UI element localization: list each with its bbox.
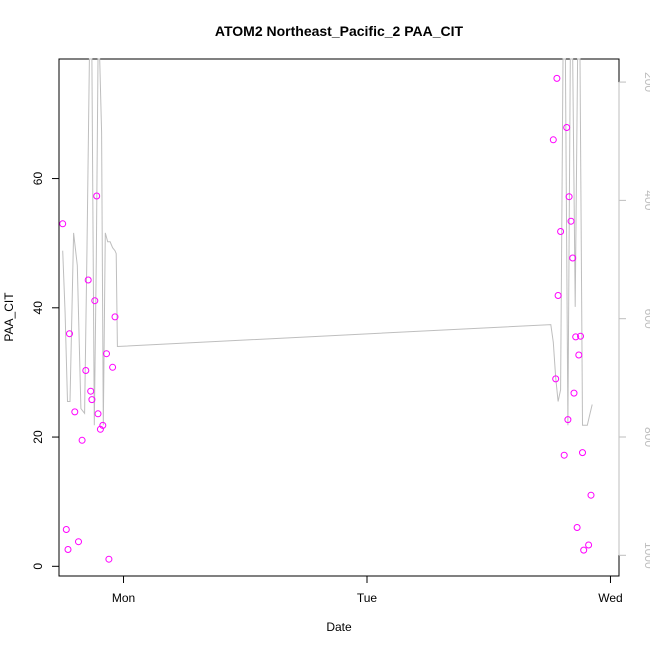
altitude-line [62, 58, 593, 426]
y-tick-label: 60 [31, 172, 45, 186]
data-point [84, 276, 92, 284]
data-point [552, 375, 560, 383]
y-tick-label: 40 [31, 301, 45, 315]
data-point [557, 228, 565, 235]
altitude-line-layer [62, 58, 593, 426]
data-point [71, 408, 79, 416]
data-point [64, 546, 72, 553]
data-point [103, 350, 110, 358]
x-tick-label: Tue [357, 591, 378, 605]
x-tick-label: Mon [112, 591, 135, 605]
data-point [585, 541, 593, 549]
data-point [75, 538, 82, 546]
data-point [587, 491, 595, 499]
data-point [91, 297, 99, 305]
data-point [573, 524, 581, 531]
y2-tick-label: 1000 [642, 542, 650, 569]
data-point [570, 389, 578, 397]
y-axis: 0 20 40 60 [31, 172, 60, 570]
data-point [565, 193, 573, 201]
data-point [78, 436, 86, 444]
data-point [66, 330, 73, 338]
data-point [105, 555, 113, 563]
data-point [554, 292, 562, 299]
data-point [563, 124, 571, 131]
data-point [549, 136, 557, 144]
secondary-y-axis: 200 400 600 800 1000 [618, 72, 650, 569]
y-axis-label: PAA_CIT [2, 292, 16, 342]
y2-tick-label: 800 [642, 427, 650, 447]
y-tick-label: 0 [31, 563, 45, 570]
data-point [82, 367, 90, 374]
data-point [93, 192, 101, 200]
data-point [575, 351, 583, 359]
y2-tick-label: 200 [642, 72, 650, 92]
data-point [94, 410, 102, 418]
data-point [59, 220, 67, 228]
data-point [569, 254, 577, 262]
x-axis-label: Date [326, 620, 352, 634]
chart-title: ATOM2 Northeast_Pacific_2 PAA_CIT [215, 23, 464, 39]
plot-frame [58, 58, 620, 577]
x-tick-label: Wed [598, 591, 622, 605]
data-point [62, 526, 70, 533]
y2-tick-label: 400 [642, 190, 650, 210]
data-point [99, 421, 107, 429]
data-point [88, 396, 96, 404]
data-point [564, 416, 572, 424]
data-point [87, 387, 95, 395]
data-point [577, 332, 584, 340]
data-point [560, 451, 568, 459]
data-point [567, 217, 575, 225]
data-point [580, 546, 588, 554]
data-point [111, 313, 119, 321]
y-tick-label: 20 [31, 430, 45, 444]
data-point [109, 363, 117, 371]
y2-tick-label: 600 [642, 309, 650, 329]
x-axis: Mon Tue Wed [112, 575, 623, 605]
data-point [572, 333, 580, 341]
data-point [553, 74, 561, 82]
data-point [579, 449, 586, 457]
points-layer [59, 74, 595, 563]
